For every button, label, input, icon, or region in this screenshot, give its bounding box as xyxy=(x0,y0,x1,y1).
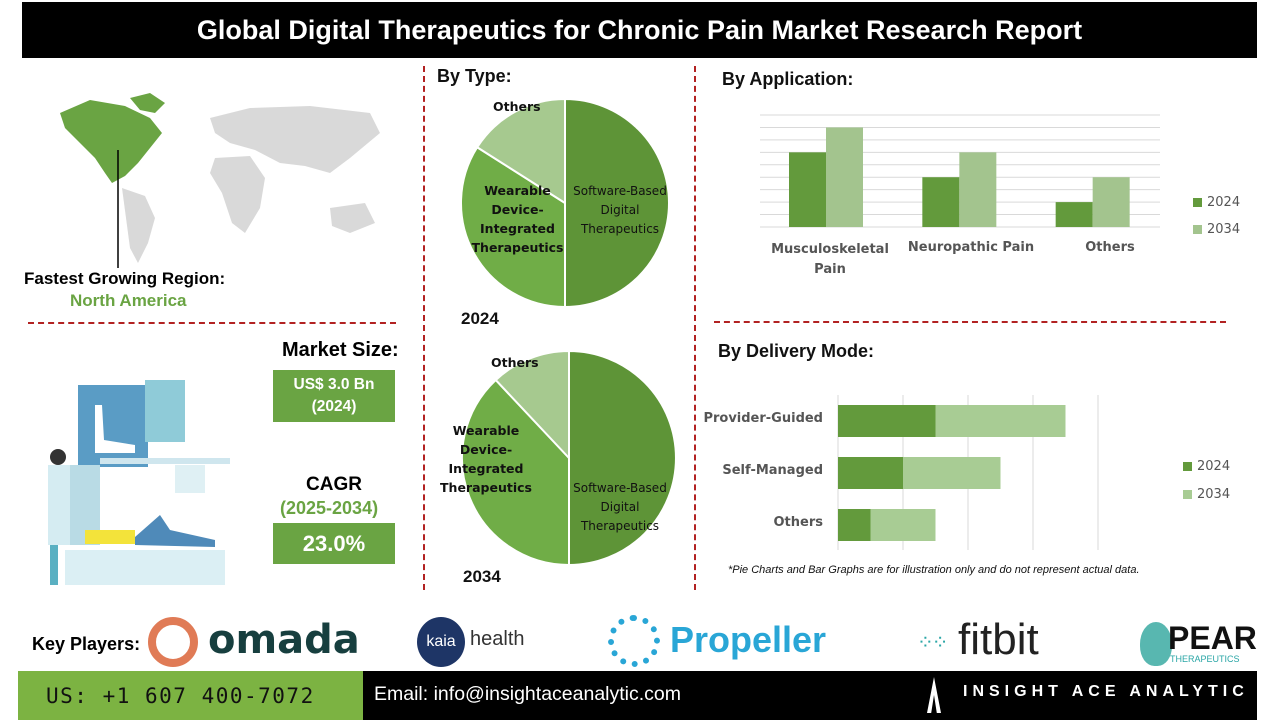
propeller-logo: Propeller xyxy=(670,619,827,660)
bar-2024 xyxy=(789,152,826,227)
bar-2024 xyxy=(838,457,903,489)
delivery-bar-chart xyxy=(837,395,1099,550)
y-tick-label: Provider-Guided xyxy=(703,411,823,426)
x-tick-label: Others xyxy=(1085,240,1135,255)
pie-label-wearable: Wearable Device-Integrated Therapeutics xyxy=(471,183,564,255)
pie-label-software: Software-Based Digital Therapeutics xyxy=(573,184,667,236)
pear-logo-icon xyxy=(1140,622,1172,666)
bar-2034 xyxy=(826,127,863,227)
bar-2034 xyxy=(959,152,997,227)
insightace-brand: INSIGHT ACE ANALYTIC xyxy=(963,683,1249,700)
pear-logo: PEAR xyxy=(1168,620,1257,656)
bar-2034 xyxy=(903,457,1001,489)
legend-2034: 2034 xyxy=(1183,487,1230,502)
x-tick-label: Musculoskeletal Pain xyxy=(771,242,889,277)
divider xyxy=(694,66,696,590)
pie-label-others: Others xyxy=(493,99,541,114)
legend-label: 2034 xyxy=(1207,222,1241,237)
legend-label: 2024 xyxy=(1197,459,1231,474)
y-tick-label: Self-Managed xyxy=(722,463,823,478)
pie-year-2024: 2024 xyxy=(461,309,499,328)
pie-chart-2034 xyxy=(461,349,677,567)
bar-2024 xyxy=(1055,202,1093,227)
by-application-heading: By Application: xyxy=(722,69,854,89)
bar-2024 xyxy=(838,405,936,437)
bar-2024 xyxy=(838,509,871,541)
by-type-heading: By Type: xyxy=(437,66,512,86)
legend-swatch xyxy=(1193,198,1202,207)
pie-label-wearable: Wearable Device-Integrated Therapeutics xyxy=(440,423,532,495)
y-tick-label: Others xyxy=(773,515,824,530)
legend-swatch xyxy=(1183,490,1192,499)
key-players-label: Key Players: xyxy=(32,634,141,654)
bar-2034 xyxy=(935,405,1066,437)
legend-2034: 2034 xyxy=(1193,222,1240,237)
pie-chart-2024 xyxy=(460,97,670,309)
market-size-box: US$ 3.0 Bn (2024) xyxy=(273,370,395,422)
footer-bar: Email: info@insightaceanalytic.com INSIG… xyxy=(363,671,1257,720)
pie-slice xyxy=(475,97,566,205)
north-america-region xyxy=(60,100,162,183)
legend-label: 2034 xyxy=(1197,487,1231,502)
cagr-period: (2025-2034) xyxy=(280,498,379,518)
pie-slice xyxy=(564,97,670,309)
divider xyxy=(423,66,425,590)
report-title: Global Digital Therapeutics for Chronic … xyxy=(22,2,1257,58)
legend-2024: 2024 xyxy=(1183,459,1230,474)
application-bar-chart xyxy=(760,114,1160,228)
world-map xyxy=(60,93,380,268)
region-value: North America xyxy=(70,291,187,310)
disclaimer: *Pie Charts and Bar Graphs are for illus… xyxy=(728,564,1140,576)
footer-phone: US: +1 607 400-7072 xyxy=(18,671,363,720)
legend-label: 2024 xyxy=(1207,195,1241,210)
fitbit-logo: fitbit xyxy=(958,615,1039,664)
pie-slice xyxy=(568,349,677,567)
omada-logo-icon xyxy=(148,617,198,667)
divider xyxy=(714,321,1226,323)
omada-logo: omada xyxy=(208,617,360,663)
legend-swatch xyxy=(1183,462,1192,471)
kaia-health-logo: health xyxy=(470,628,525,650)
bar-2034 xyxy=(1092,177,1130,227)
pie-slice xyxy=(494,349,570,461)
divider xyxy=(28,322,396,324)
pear-logo-subtitle: THERAPEUTICS xyxy=(1170,654,1240,664)
market-size-label: Market Size: xyxy=(282,339,399,361)
propeller-logo-icon xyxy=(608,615,660,667)
legend-2024: 2024 xyxy=(1193,195,1240,210)
pie-year-2034: 2034 xyxy=(463,567,501,586)
pie-slice xyxy=(461,378,570,567)
medical-imaging-illustration xyxy=(48,380,230,585)
x-tick-label: Neuropathic Pain xyxy=(907,240,1035,255)
by-delivery-heading: By Delivery Mode: xyxy=(718,341,875,361)
insightace-logo-icon xyxy=(927,677,941,713)
pie-label-others: Others xyxy=(491,355,539,370)
market-size-year: (2024) xyxy=(311,398,357,415)
bar-2024 xyxy=(922,177,960,227)
bar-2034 xyxy=(870,509,936,541)
footer-email: Email: info@insightaceanalytic.com xyxy=(374,683,682,705)
region-label: Fastest Growing Region: xyxy=(24,269,226,288)
cagr-value: 23.0% xyxy=(273,523,395,564)
legend-swatch xyxy=(1193,225,1202,234)
fitbit-logo-icon: ⁘⁘ xyxy=(917,632,948,654)
pie-label-software: Software-Based Digital Therapeutics xyxy=(573,481,667,533)
market-size-value: US$ 3.0 Bn xyxy=(293,376,375,393)
cagr-label: CAGR xyxy=(306,474,362,495)
kaia-logo: kaia xyxy=(417,617,465,667)
